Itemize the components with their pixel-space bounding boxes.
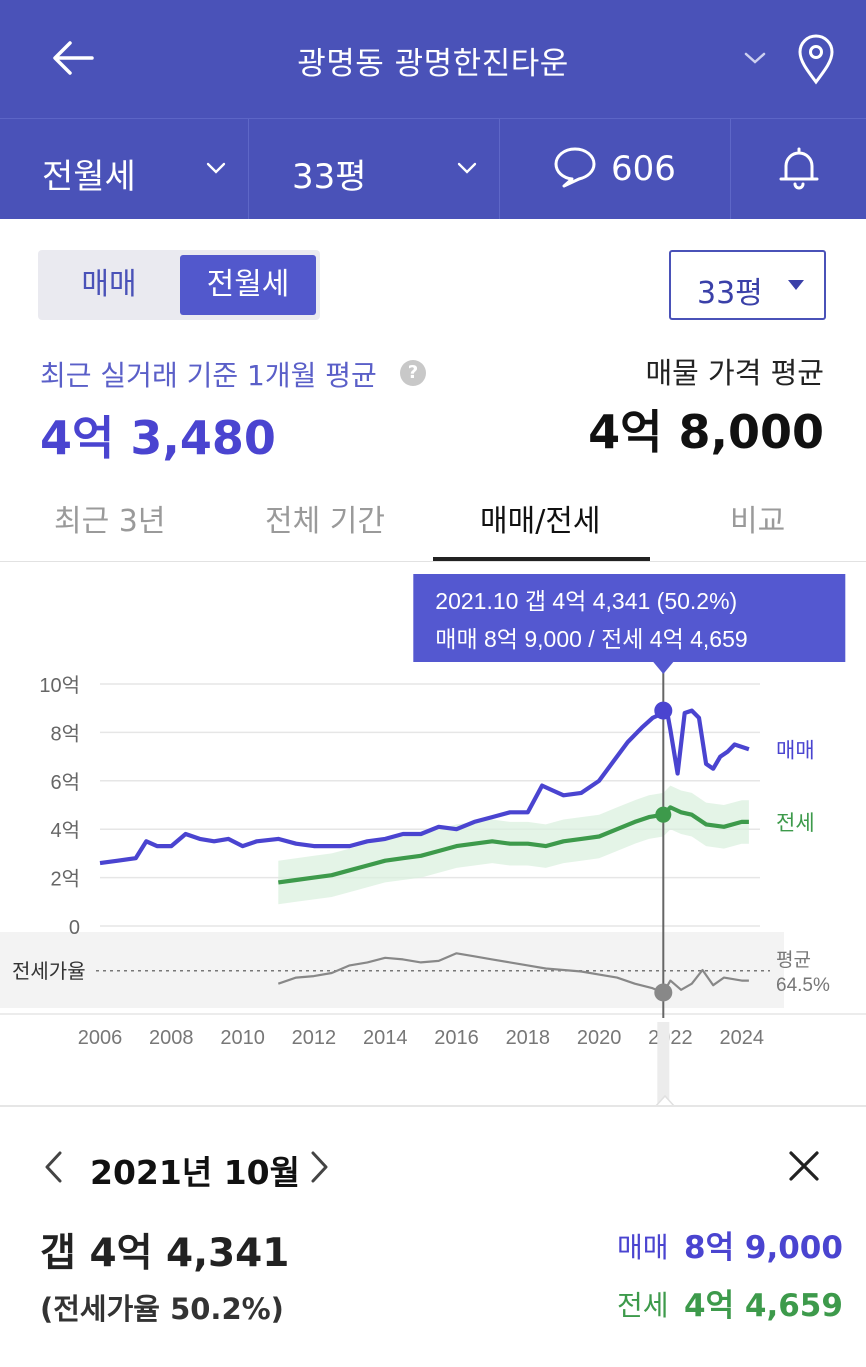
comments-count: 606: [611, 149, 676, 189]
tooltip-pointer: [653, 662, 674, 674]
y-tick-label: 4억: [50, 819, 80, 842]
chevron-left-icon[interactable]: [40, 1148, 68, 1186]
tooltip-box: [413, 574, 846, 662]
gap-amount: 갭 4억 4,341: [40, 1231, 290, 1276]
active-tab-indicator: [433, 557, 650, 561]
sale-label: 매매: [617, 1231, 669, 1264]
chevron-down-icon[interactable]: [742, 48, 768, 68]
filter-bar: 전월세 33평 606: [0, 118, 866, 219]
divider: [730, 119, 731, 219]
recent-average-value: 4억 3,480: [40, 411, 276, 465]
chevron-down-icon: [457, 162, 477, 174]
location-pin-icon[interactable]: [795, 32, 837, 86]
back-arrow-icon[interactable]: [48, 36, 98, 80]
listing-average-label: 매물 가격 평균: [645, 356, 824, 390]
tooltip-line-1: 2021.10 갭 4억 4,341 (50.2%): [435, 588, 737, 614]
recent-average-label: 최근 실거래 기준 1개월 평균: [40, 359, 377, 392]
bell-icon: [779, 147, 819, 190]
sale-series-line: [99, 708, 750, 866]
x-tick-label: 2010: [220, 1027, 265, 1049]
jeonse-value: 4억 4,659: [684, 1288, 843, 1324]
sale-cursor-dot: [654, 701, 673, 720]
ratio-band: [0, 932, 784, 1008]
y-tick-label: 8억: [50, 722, 80, 745]
tab-all-period[interactable]: 전체 기간: [265, 504, 385, 539]
size-select-value: 33평: [697, 276, 763, 311]
x-tick-label: 2024: [719, 1027, 764, 1049]
size-select[interactable]: 33평: [669, 250, 826, 320]
y-tick-label: 10억: [39, 674, 80, 697]
jeonse-label: 전세: [617, 1289, 669, 1322]
y-tick-label: 0: [69, 917, 80, 939]
jeonse-series-line: [278, 805, 749, 885]
caret-down-icon: [788, 280, 804, 290]
ratio-series-line: [277, 952, 749, 994]
size-filter[interactable]: 33평: [249, 119, 499, 219]
help-icon[interactable]: ?: [400, 360, 426, 386]
alert-button[interactable]: [731, 119, 866, 219]
sale-series-label: 매매: [776, 739, 815, 762]
segment-rent[interactable]: 전월세: [180, 255, 316, 315]
tooltip-line-2: 매매 8억 9,000 / 전세 4억 4,659: [435, 626, 747, 652]
jeonse-series-label: 전세: [776, 812, 815, 835]
speech-bubble-icon: [554, 147, 596, 188]
tab-sale-jeonse[interactable]: 매매/전세: [480, 504, 601, 539]
ratio-cursor-dot: [654, 983, 673, 1002]
divider: [0, 1105, 866, 1107]
trade-segment-control: 매매 전월세: [38, 250, 320, 320]
chevron-right-icon[interactable]: [305, 1148, 333, 1186]
divider: [0, 561, 866, 562]
segment-sale[interactable]: 매매: [81, 267, 137, 302]
listing-average-value: 4억 8,000: [588, 405, 824, 459]
average-label: 평균: [776, 949, 811, 971]
detail-month: 2021년 10월: [90, 1153, 300, 1192]
x-tick-label: 2016: [434, 1027, 479, 1049]
y-tick-label: 2억: [50, 868, 80, 891]
jeonse-ratio-detail: (전세가율 50.2%): [40, 1292, 284, 1326]
sale-value: 8억 9,000: [684, 1230, 843, 1266]
cursor-track: [657, 1022, 670, 1107]
x-tick-label: 2020: [577, 1027, 622, 1049]
x-tick-label: 2012: [292, 1027, 337, 1049]
y-tick-label: 6억: [50, 771, 80, 794]
comments-button[interactable]: 606: [500, 119, 730, 219]
divider: [248, 119, 249, 219]
divider: [499, 119, 500, 219]
tab-compare[interactable]: 비교: [730, 504, 786, 539]
trade-type-label: 전월세: [42, 157, 136, 197]
jeonse-ratio-axis-label: 전세가율: [12, 960, 86, 983]
size-filter-label: 33평: [292, 157, 367, 197]
close-icon[interactable]: [786, 1148, 822, 1184]
chevron-down-icon: [206, 162, 226, 174]
x-tick-label: 2014: [363, 1027, 408, 1049]
x-tick-label: 2008: [149, 1027, 194, 1049]
x-tick-label: 2018: [506, 1027, 551, 1049]
panel-pointer: [655, 1095, 675, 1107]
x-tick-label: 2006: [78, 1027, 123, 1049]
x-tick-label: 2022: [648, 1027, 693, 1049]
jeonse-cursor-dot: [655, 806, 672, 823]
tab-recent-3y[interactable]: 최근 3년: [54, 504, 166, 539]
average-ratio-value: 64.5%: [776, 975, 830, 996]
trade-type-filter[interactable]: 전월세: [0, 119, 248, 219]
page-title[interactable]: 광명동 광명한진타운: [297, 46, 569, 82]
top-bar: 광명동 광명한진타운: [0, 0, 866, 118]
